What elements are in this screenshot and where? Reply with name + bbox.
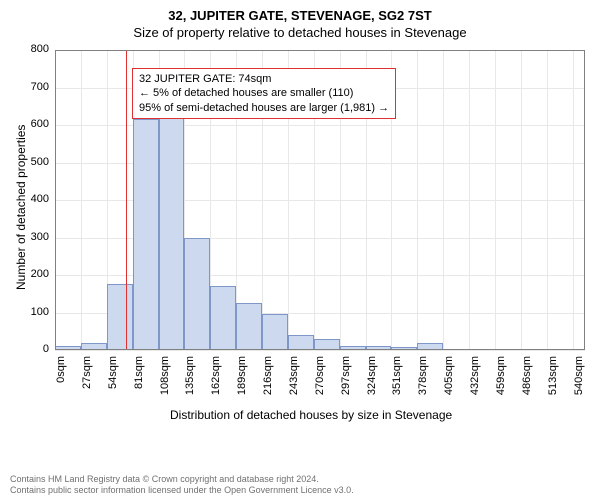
y-axis-label: Number of detached properties — [14, 125, 28, 290]
histogram-bar — [236, 303, 262, 350]
histogram-bar — [314, 339, 340, 350]
x-tick: 513sqm — [547, 356, 559, 406]
histogram-bar — [210, 286, 236, 350]
x-tick: 540sqm — [573, 356, 585, 406]
histogram-bar — [159, 104, 185, 350]
x-tick: 0sqm — [55, 356, 67, 406]
histogram-bar — [366, 346, 392, 350]
page-subtitle: Size of property relative to detached ho… — [0, 23, 600, 40]
histogram-bar — [262, 314, 288, 350]
chart-wrap: Number of detached properties Distributi… — [0, 44, 600, 444]
y-tick: 200 — [0, 268, 49, 280]
annotation-line: ← 5% of detached houses are smaller (110… — [139, 86, 389, 100]
marker-line — [126, 50, 127, 350]
histogram-bar — [417, 343, 443, 350]
x-tick: 189sqm — [236, 356, 248, 406]
x-tick: 324sqm — [366, 356, 378, 406]
x-tick: 162sqm — [210, 356, 222, 406]
x-tick: 270sqm — [314, 356, 326, 406]
x-tick: 297sqm — [340, 356, 352, 406]
x-tick: 378sqm — [417, 356, 429, 406]
y-tick: 100 — [0, 306, 49, 318]
x-tick: 216sqm — [262, 356, 274, 406]
x-tick: 351sqm — [391, 356, 403, 406]
y-tick: 500 — [0, 156, 49, 168]
y-tick: 0 — [0, 343, 49, 355]
chart-container: 32, JUPITER GATE, STEVENAGE, SG2 7ST Siz… — [0, 0, 600, 500]
y-tick: 700 — [0, 81, 49, 93]
x-tick: 405sqm — [443, 356, 455, 406]
x-tick: 432sqm — [469, 356, 481, 406]
y-tick: 400 — [0, 193, 49, 205]
annotation-box: 32 JUPITER GATE: 74sqm← 5% of detached h… — [132, 68, 396, 119]
footer: Contains HM Land Registry data © Crown c… — [10, 474, 354, 496]
x-tick: 135sqm — [184, 356, 196, 406]
x-tick: 27sqm — [81, 356, 93, 406]
histogram-bar — [340, 346, 366, 351]
histogram-bar — [133, 119, 159, 350]
histogram-bar — [288, 335, 314, 350]
y-tick: 800 — [0, 43, 49, 55]
x-tick: 243sqm — [288, 356, 300, 406]
footer-line-1: Contains HM Land Registry data © Crown c… — [10, 474, 354, 485]
annotation-line: 32 JUPITER GATE: 74sqm — [139, 72, 389, 86]
x-axis-label: Distribution of detached houses by size … — [170, 408, 452, 422]
y-tick: 300 — [0, 231, 49, 243]
annotation-line: 95% of semi-detached houses are larger (… — [139, 101, 389, 115]
x-tick: 81sqm — [133, 356, 145, 406]
histogram-bar — [391, 347, 417, 350]
y-tick: 600 — [0, 118, 49, 130]
histogram-bar — [107, 284, 133, 350]
x-tick: 54sqm — [107, 356, 119, 406]
histogram-bar — [81, 343, 107, 350]
footer-line-2: Contains public sector information licen… — [10, 485, 354, 496]
histogram-bar — [184, 238, 210, 351]
x-tick: 108sqm — [159, 356, 171, 406]
page-title: 32, JUPITER GATE, STEVENAGE, SG2 7ST — [0, 0, 600, 23]
x-tick: 459sqm — [495, 356, 507, 406]
histogram-bar — [55, 346, 81, 350]
x-tick: 486sqm — [521, 356, 533, 406]
